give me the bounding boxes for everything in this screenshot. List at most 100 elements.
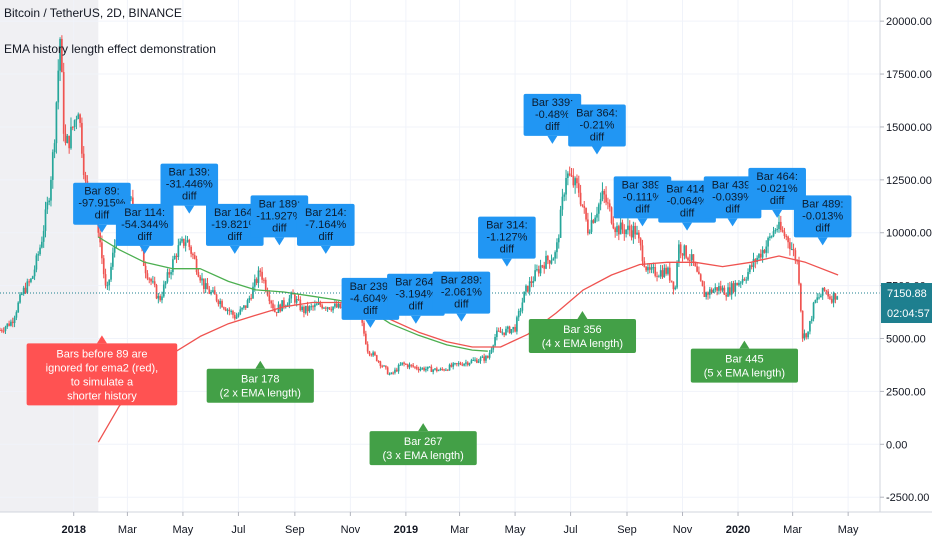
diff-label-13-text: -0.064% (667, 196, 708, 208)
milestone-label-1-box[interactable] (369, 431, 477, 466)
candle-body (410, 364, 413, 366)
diff-label-16-box[interactable] (793, 195, 852, 238)
candle-body (676, 262, 678, 288)
candle-body (8, 323, 10, 326)
candle-body (834, 293, 837, 300)
candle-body (503, 332, 506, 335)
candle-body (452, 363, 455, 367)
candle-body (787, 236, 789, 243)
candle-body (81, 122, 83, 154)
candle-body (328, 307, 331, 310)
candle-body (798, 260, 800, 284)
candle-body (71, 126, 74, 128)
milestone-label-3-box[interactable] (690, 348, 799, 383)
candle-body (388, 374, 391, 376)
candle-body (772, 231, 775, 237)
note-label-text: ignored for ema2 (red), (46, 362, 159, 374)
diff-label-11-box[interactable] (568, 104, 626, 147)
ema2-line (97, 255, 839, 443)
diff-label-3-text: Bar 164: (214, 207, 256, 219)
diff-label-10-box[interactable] (523, 93, 582, 136)
candle-body (253, 279, 256, 287)
diff-label-5-box[interactable] (296, 203, 355, 246)
milestone-label-2-box[interactable] (528, 319, 637, 354)
diff-label-2-box[interactable] (160, 163, 219, 206)
candle-body (825, 290, 828, 292)
candle-body (696, 266, 698, 272)
candle-body (708, 289, 711, 295)
diff-label-9-box[interactable] (478, 216, 536, 259)
diff-label-0-text: diff (95, 210, 110, 222)
candle-body (42, 230, 45, 242)
diff-label-15-box[interactable] (748, 167, 806, 210)
diff-label-11-text: -0.21% (580, 119, 615, 131)
candle-body (219, 301, 222, 305)
milestone-label-0-box[interactable] (206, 368, 314, 403)
candle-body (698, 271, 700, 275)
milestone-label-2-text: Bar 356 (563, 324, 602, 336)
candle-body (678, 244, 680, 263)
diff-label-8-text: diff (454, 299, 469, 311)
candle-body (570, 175, 573, 177)
diff-label-1-box[interactable] (115, 203, 174, 246)
candle-body (716, 287, 718, 291)
candle-body (683, 245, 686, 256)
candle-body (255, 279, 258, 283)
candle-body (22, 287, 25, 294)
candle-body (46, 202, 49, 210)
candle-body (182, 238, 185, 246)
diff-label-15-text: Bar 464: (756, 171, 798, 183)
candle-body (574, 178, 576, 186)
candle-body (272, 303, 274, 309)
diff-label-4-box[interactable] (250, 195, 309, 238)
candle-body (399, 364, 402, 366)
candle-body (375, 355, 378, 361)
candle-body (548, 260, 551, 264)
candle-body (82, 153, 85, 176)
diff-label-10-text: Bar 339: (532, 97, 574, 109)
candle-body (406, 364, 409, 368)
candle-body (739, 282, 742, 284)
diff-label-9-text: diff (500, 244, 515, 256)
candle-body (110, 266, 112, 280)
candle-body (366, 344, 369, 352)
candle-body (476, 359, 478, 363)
candle-body (672, 281, 675, 290)
diff-label-14-box[interactable] (703, 176, 762, 219)
diff-label-3-box[interactable] (205, 203, 264, 246)
candle-body (206, 283, 209, 290)
candle-body (403, 362, 405, 364)
candle-body (627, 225, 629, 230)
candle-body (537, 269, 540, 274)
symbol-title: Bitcoin / TetherUS, 2D, BINANCE (4, 6, 182, 20)
note-label-box[interactable] (26, 343, 178, 406)
candle-body (792, 248, 795, 251)
x-tick-label: 2019 (394, 524, 418, 536)
candle-body (281, 300, 283, 312)
candle-body (24, 287, 27, 293)
candle-body (723, 287, 726, 295)
candle-body (639, 238, 642, 246)
diff-label-7-box[interactable] (387, 273, 445, 316)
candle-body (241, 307, 243, 310)
candle-body (468, 363, 471, 365)
diff-label-12-box[interactable] (613, 176, 672, 219)
candle-body (432, 369, 435, 372)
diff-label-6-box[interactable] (341, 277, 400, 320)
diff-label-14-text: -0.039% (712, 191, 753, 203)
candle-body (801, 310, 804, 339)
candle-body (603, 190, 606, 195)
candle-body (483, 356, 485, 361)
candle-body (412, 365, 415, 367)
candle-body (705, 292, 708, 297)
candle-body (736, 282, 738, 286)
candle-body (392, 372, 394, 374)
y-tick-label: -2500.00 (886, 492, 929, 504)
candle-body (261, 271, 263, 280)
candle-body (545, 255, 547, 269)
diff-label-8-box[interactable] (432, 271, 491, 314)
candle-body (634, 225, 637, 235)
diff-label-13-box[interactable] (658, 180, 716, 223)
candle-body (310, 306, 313, 308)
